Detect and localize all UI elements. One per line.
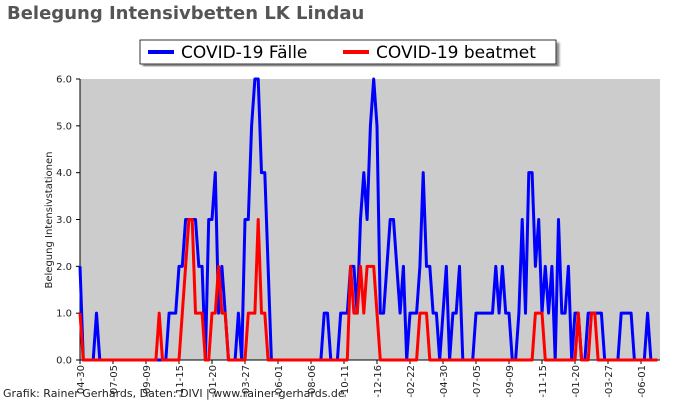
y-tick-label: 4.0	[56, 168, 72, 179]
legend-label: COVID-19 beatmet	[376, 43, 536, 63]
x-tick-label: -01-20	[208, 365, 219, 398]
x-tick-label: -04-30	[439, 365, 450, 398]
x-tick-label: -02-22	[406, 365, 417, 398]
x-tick-label: -09-09	[505, 365, 516, 398]
legend: COVID-19 Fälle COVID-19 beatmet	[139, 39, 557, 65]
x-tick-label: -09-09	[142, 365, 153, 398]
series-line	[78, 218, 658, 362]
x-tick-label: -11-15	[538, 365, 549, 398]
y-tick-label: 2.0	[56, 262, 72, 273]
x-tick-label: -06-01	[637, 365, 648, 398]
x-tick-label: -03-27	[604, 365, 615, 398]
y-tick-label: 0.0	[56, 356, 72, 367]
x-tick-label: -08-06	[307, 365, 318, 398]
footer: Grafik: Rainer Gerhards, Daten: DIVI | w…	[3, 387, 345, 400]
x-tick-label: -07-05	[472, 365, 483, 398]
y-tick-label: 5.0	[56, 121, 72, 132]
y-tick-label: 3.0	[56, 215, 72, 226]
x-tick-label: -12-16	[373, 365, 384, 398]
legend-label: COVID-19 Fälle	[181, 43, 307, 63]
x-tick-label: -11-15	[175, 365, 186, 398]
chart-title: Belegung Intensivbetten LK Lindau	[7, 3, 364, 24]
series-line	[78, 77, 658, 362]
y-tick-label: 1.0	[56, 309, 72, 320]
x-tick-label: -03-27	[241, 365, 252, 398]
x-tick-label: -01-20	[571, 365, 582, 398]
x-tick-label: -10-11	[340, 365, 351, 398]
x-tick-label: -06-01	[274, 365, 285, 398]
y-axis-label: Belegung Intensivstationen	[44, 151, 55, 288]
y-tick-label: 6.0	[56, 75, 72, 86]
x-tick-label: -07-05	[109, 365, 120, 398]
x-tick-label: 04-30	[76, 365, 87, 394]
